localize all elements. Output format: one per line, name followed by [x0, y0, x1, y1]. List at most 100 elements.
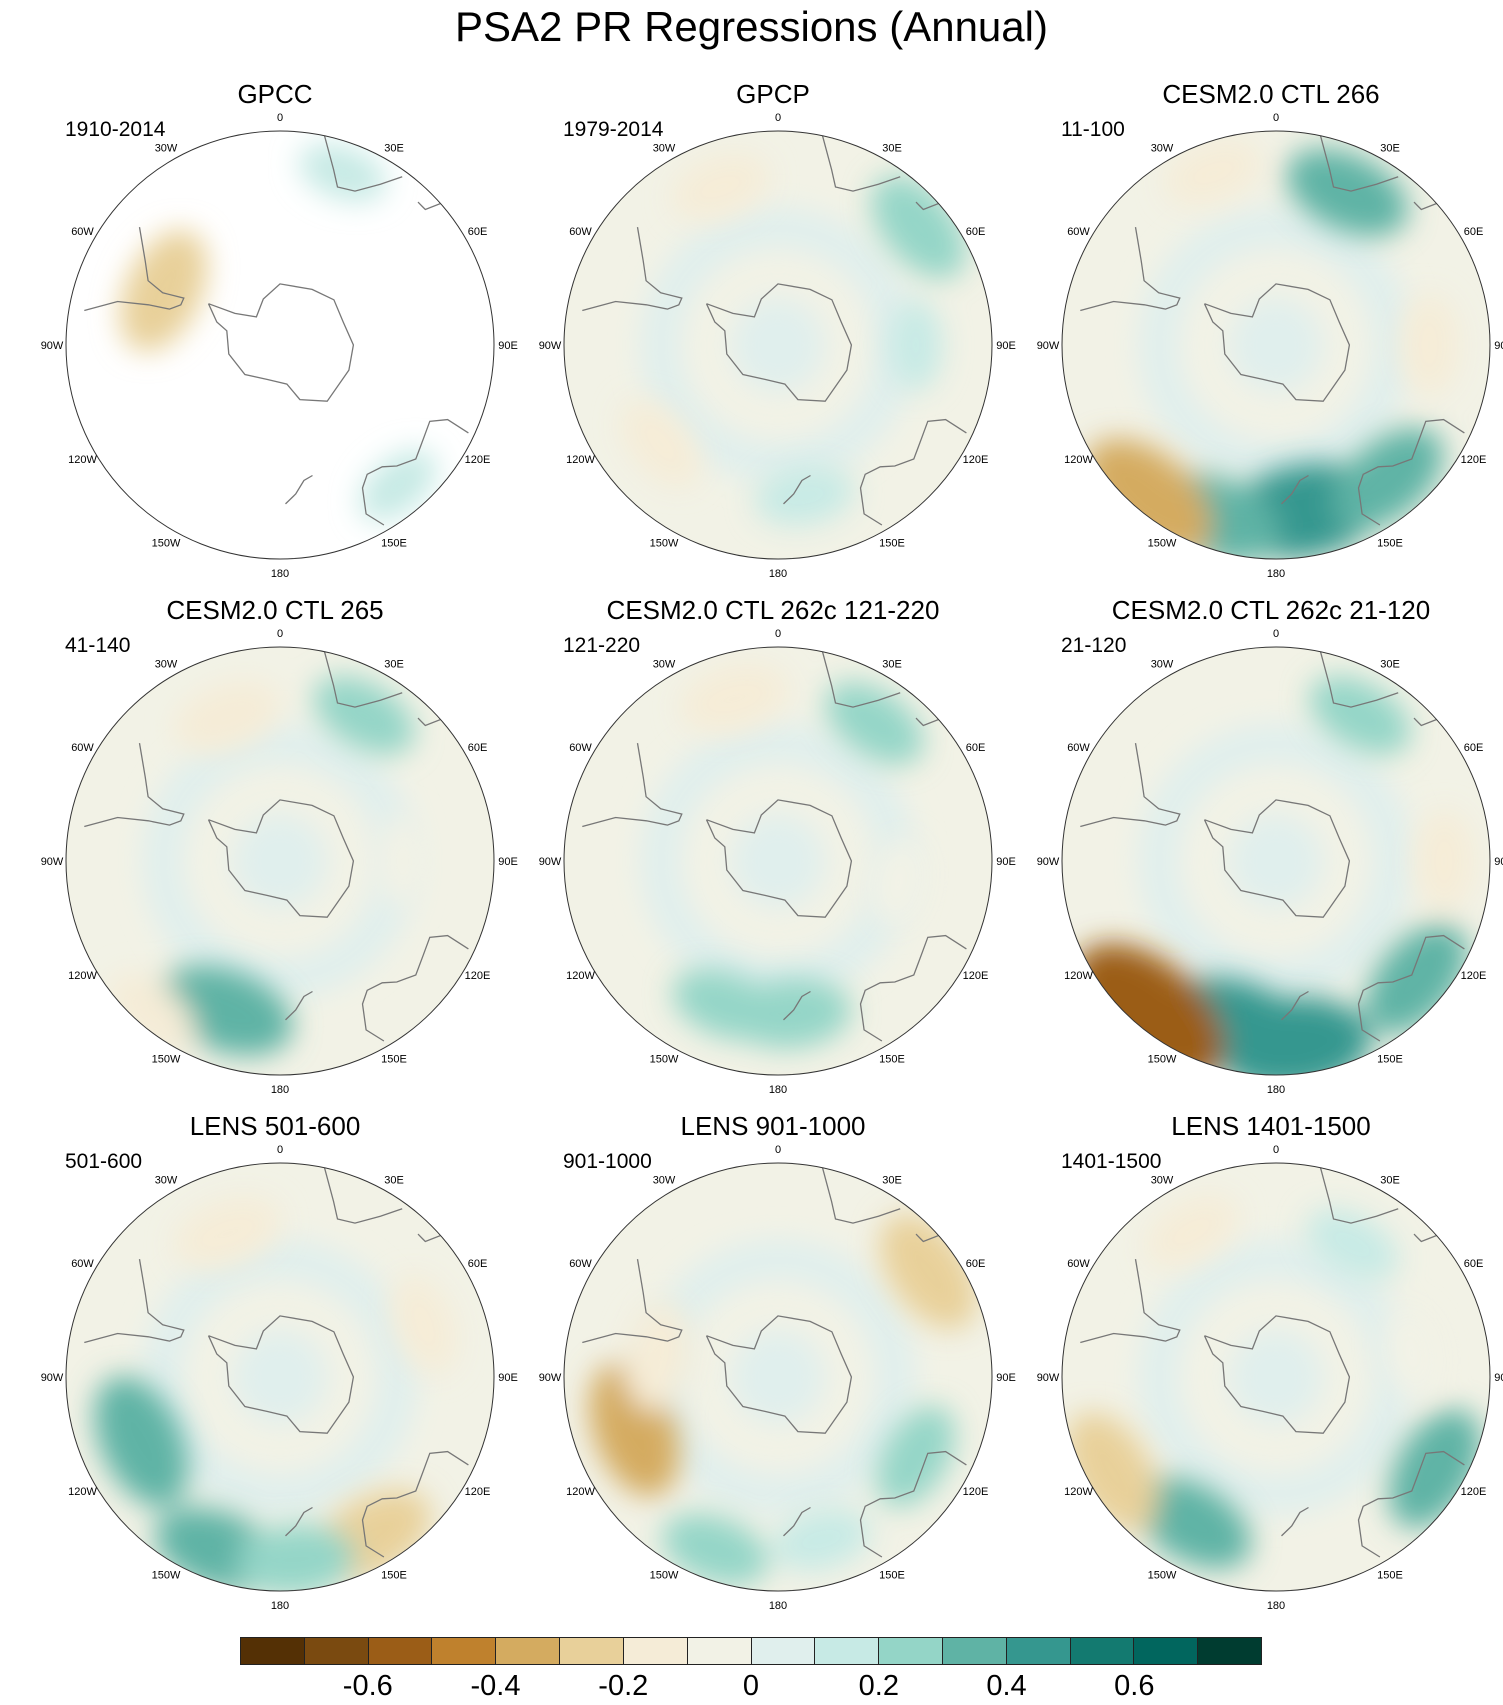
longitude-label: 30W: [155, 143, 178, 155]
anomaly-band: [730, 813, 826, 909]
colorbar-tick-label: 0.2: [858, 1670, 899, 1702]
longitude-label: 120E: [963, 1486, 989, 1498]
panel-title: CESM2.0 CTL 266: [1162, 79, 1380, 109]
map-border: [1061, 1162, 1491, 1592]
longitude-label: 180: [1267, 1084, 1285, 1096]
coastline: [207, 1315, 355, 1434]
coastline: [1357, 934, 1465, 1042]
period-label: 11-100: [1061, 118, 1125, 141]
coastline: [361, 934, 469, 1042]
map-panel: LENS 501-600 0 30E 60E 90E 120E 150E 180 150W 120…: [25, 1110, 525, 1630]
anomaly-band: [232, 813, 328, 909]
longitude-label: 30E: [882, 659, 902, 671]
colorbar-box: [751, 1638, 816, 1664]
colorbar-tick-label: 0.4: [986, 1670, 1027, 1702]
coastline: [361, 1450, 469, 1558]
longitude-label: 60W: [569, 742, 592, 754]
longitude-label: 150E: [1377, 1570, 1403, 1582]
longitude-label: 90W: [1037, 1372, 1060, 1384]
coastline: [1203, 283, 1351, 402]
longitude-label: 60E: [966, 226, 986, 238]
longitude-label: 90E: [996, 340, 1016, 352]
colorbar-box: [1198, 1638, 1261, 1664]
coastline: [1281, 990, 1309, 1021]
map-border: [563, 130, 993, 560]
panel-title: GPCP: [736, 79, 810, 109]
polar-map: 0 30E 60E 90E 120E 150E 180 150W 120W 90W 60W 30W: [41, 628, 518, 1096]
longitude-label: 180: [271, 1084, 289, 1096]
coastline: [1203, 1315, 1351, 1434]
map-border: [1061, 130, 1491, 560]
longitude-label: 180: [271, 1600, 289, 1612]
longitude-label: 120W: [566, 970, 595, 982]
anomaly-patch: [825, 682, 924, 765]
longitude-label: 120W: [566, 454, 595, 466]
longitude-label: 150W: [1148, 1570, 1177, 1582]
longitude-label: 60W: [1067, 1258, 1090, 1270]
map-panel: GPCP 0 30E 60E 90E 120E 150E 180 150W 120W 90W 60W 3…: [523, 78, 1023, 598]
longitude-label: 120E: [465, 454, 491, 466]
longitude-label: 120E: [465, 970, 491, 982]
longitude-label: 0: [775, 1144, 781, 1156]
anomaly-patch: [174, 681, 281, 754]
anomaly-band: [1228, 297, 1324, 393]
longitude-label: 150E: [1377, 538, 1403, 550]
anomaly-patch: [375, 815, 429, 907]
coastline: [84, 1258, 185, 1344]
longitude-label: 90W: [41, 340, 64, 352]
anomaly-patch: [1145, 1195, 1238, 1268]
anomaly-patch: [672, 968, 779, 1041]
period-label: 41-140: [65, 634, 131, 657]
longitude-label: 150W: [1148, 1054, 1177, 1066]
anomaly-patch: [871, 837, 926, 928]
map-panel: CESM2.0 CTL 265 0 30E 60E 90E 120E 150E 180 150W…: [25, 594, 525, 1114]
coastline: [323, 135, 403, 192]
anomaly-patch: [662, 1513, 769, 1586]
coastline: [323, 1167, 403, 1224]
longitude-label: 120W: [68, 970, 97, 982]
longitude-label: 30E: [882, 143, 902, 155]
coastline: [821, 651, 901, 708]
longitude-label: 120W: [1064, 454, 1093, 466]
polar-map: 0 30E 60E 90E 120E 150E 180 150W 120W 90W 60W 30W: [539, 1144, 1016, 1612]
anomaly-patch: [889, 299, 943, 391]
map-border: [563, 1162, 993, 1592]
longitude-label: 30W: [653, 659, 676, 671]
anomaly-patch: [1164, 140, 1262, 206]
longitude-label: 60E: [1464, 1258, 1484, 1270]
map-border: [65, 646, 495, 1076]
anomaly-patch: [876, 1406, 955, 1507]
colorbar-box: [879, 1638, 943, 1664]
coastline: [1319, 1167, 1399, 1224]
coastline: [1203, 799, 1351, 918]
longitude-label: 0: [775, 112, 781, 124]
longitude-label: 30E: [1380, 1175, 1400, 1187]
longitude-label: 60E: [966, 1258, 986, 1270]
longitude-label: 120E: [1461, 970, 1487, 982]
coastline: [783, 990, 811, 1021]
colorbar-tick-label: 0: [742, 1670, 760, 1702]
anomaly-patch: [174, 1197, 281, 1270]
longitude-label: 60E: [966, 742, 986, 754]
longitude-label: 150W: [650, 1054, 679, 1066]
anomaly-patch: [680, 664, 789, 733]
colorbar-tick-label: -0.6: [342, 1670, 393, 1702]
coastline: [582, 742, 683, 828]
coastline: [1281, 474, 1309, 505]
map-panel: CESM2.0 CTL 262c 121-220 0 30E 60E 90E 120E 15…: [523, 594, 1023, 1114]
anomaly-patch: [1309, 676, 1411, 755]
anomaly-band: [1228, 1329, 1324, 1425]
coastline: [1281, 1506, 1309, 1537]
period-label: 21-120: [1061, 634, 1127, 657]
colorbar-tick-label: -0.2: [598, 1670, 649, 1702]
coastline: [323, 651, 403, 708]
longitude-label: 180: [769, 1600, 787, 1612]
colorbar-box: [496, 1638, 561, 1664]
longitude-label: 90E: [996, 856, 1016, 868]
anomaly-patch: [1306, 1208, 1399, 1281]
longitude-label: 90E: [996, 1372, 1016, 1384]
longitude-label: 0: [1273, 1144, 1279, 1156]
colorbar-tick-label: -0.4: [470, 1670, 521, 1702]
colorbar-box: [432, 1638, 497, 1664]
map-panel: LENS 1401-1500 0 30E 60E 90E 120E 150E 180 150W 1…: [1021, 1110, 1503, 1630]
